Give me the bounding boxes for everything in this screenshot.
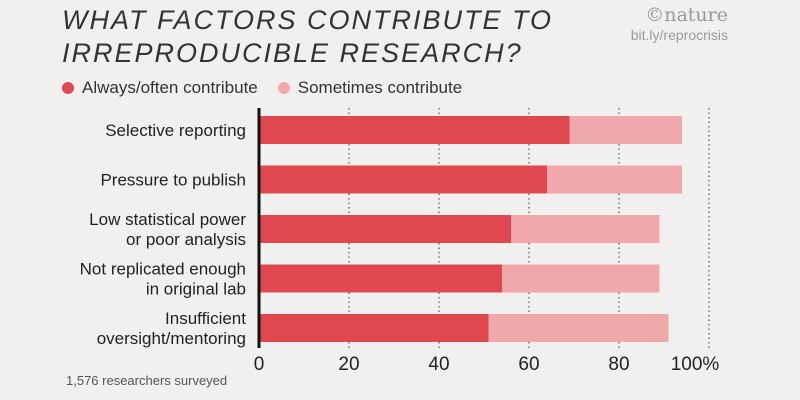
- category-label: or poor analysis: [126, 230, 246, 249]
- x-tick-label: 100%: [671, 354, 720, 375]
- category-label: Low statistical power: [89, 210, 246, 229]
- category-label: Pressure to publish: [100, 171, 246, 190]
- x-tick-label: 20: [338, 354, 359, 375]
- chart-title: WHAT FACTORS CONTRIBUTE TO IRREPRODUCIBL…: [62, 5, 554, 68]
- bar-always-often: [259, 215, 511, 243]
- source-link[interactable]: bit.ly/reprocrisis: [630, 27, 728, 43]
- bar-sometimes: [502, 264, 660, 293]
- category-label: in original lab: [146, 280, 246, 299]
- legend-swatch-sometimes: [277, 82, 290, 94]
- x-tick-label: 60: [518, 354, 539, 375]
- legend: Always/often contribute Sometimes contri…: [62, 78, 482, 98]
- bar-always-often: [259, 314, 489, 342]
- legend-swatch-always: [62, 82, 74, 94]
- category-label: oversight/mentoring: [97, 329, 246, 348]
- bar-always-often: [259, 116, 570, 144]
- category-label: Insufficient: [165, 309, 246, 328]
- category-label: Not replicated enough: [80, 260, 246, 279]
- bar-always-often: [259, 165, 547, 194]
- survey-note: 1,576 researchers surveyed: [66, 373, 228, 388]
- bar-sometimes: [511, 215, 660, 243]
- brand-block: ©nature bit.ly/reprocrisis: [631, 4, 728, 44]
- category-label: Selective reporting: [105, 121, 246, 140]
- x-tick-label: 0: [254, 354, 265, 375]
- bar-sometimes: [488, 314, 669, 342]
- x-tick-label: 40: [428, 354, 449, 375]
- legend-item-always: Always/often contribute: [62, 78, 258, 98]
- nature-logo: ©nature: [645, 4, 728, 26]
- bar-sometimes: [547, 165, 682, 194]
- legend-item-sometimes: Sometimes contribute: [277, 78, 463, 98]
- x-tick-label: 80: [608, 354, 629, 375]
- legend-label-always: Always/often contribute: [82, 78, 258, 97]
- bar-sometimes: [569, 116, 682, 144]
- bar-always-often: [259, 264, 502, 293]
- legend-label-sometimes: Sometimes contribute: [297, 78, 463, 97]
